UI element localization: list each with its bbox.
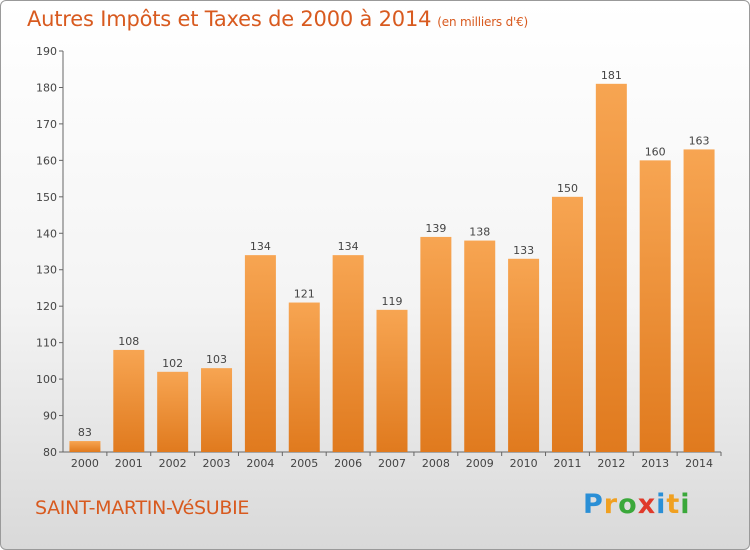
y-tick-label: 80 (43, 446, 57, 459)
logo-letter: P (583, 489, 604, 520)
data-label-2003: 103 (206, 353, 227, 366)
x-tick-label-2000: 2000 (71, 457, 99, 470)
y-tick-label: 120 (36, 300, 57, 313)
y-tick-label: 150 (36, 191, 57, 204)
y-tick-label: 170 (36, 118, 57, 131)
data-label-2012: 181 (601, 69, 622, 82)
bar-2013 (639, 160, 671, 452)
bar-2006 (332, 255, 364, 452)
x-tick-label-2013: 2013 (641, 457, 669, 470)
logo-letter: x (637, 489, 657, 520)
proxiti-logo: Proxiti (583, 489, 691, 520)
data-label-2006: 134 (338, 240, 359, 253)
commune-name: SAINT-MARTIN-VéSUBIE (35, 497, 250, 519)
y-tick-label: 160 (36, 154, 57, 167)
bar-2011 (551, 196, 583, 452)
x-tick-label-2010: 2010 (510, 457, 538, 470)
bar-2004 (244, 255, 276, 452)
logo-letter: i (656, 489, 667, 520)
x-tick-label-2003: 2003 (203, 457, 231, 470)
chart-title: Autres Impôts et Taxes de 2000 à 2014 (en… (27, 7, 528, 31)
x-tick-label-2005: 2005 (290, 457, 318, 470)
logo-letter: i (680, 489, 691, 520)
x-tick-label-2011: 2011 (553, 457, 581, 470)
x-tick-label-2004: 2004 (246, 457, 274, 470)
data-label-2005: 121 (294, 288, 315, 301)
axis-layer: 80 90 100 110 120 130 140 150 160 170 180 190 2000 20… (36, 45, 722, 470)
y-tick-label: 130 (36, 264, 57, 277)
data-label-2014: 163 (689, 134, 710, 147)
x-tick-label-2014: 2014 (685, 457, 713, 470)
y-tick-label: 140 (36, 227, 57, 240)
data-label-2001: 108 (118, 335, 139, 348)
bar-2005 (288, 302, 320, 452)
x-tick-label-2008: 2008 (422, 457, 450, 470)
y-tick-label: 190 (36, 45, 57, 58)
y-tick-label: 90 (43, 410, 57, 423)
bar-2014 (683, 149, 715, 452)
bar-2012 (595, 83, 627, 453)
bar-2002 (157, 371, 189, 452)
data-label-2007: 119 (382, 295, 403, 308)
data-label-2008: 139 (425, 222, 446, 235)
data-label-2002: 102 (162, 357, 183, 370)
bar-2001 (113, 349, 145, 452)
bar-2009 (464, 240, 496, 452)
bar-2007 (376, 309, 408, 452)
data-label-2004: 134 (250, 240, 271, 253)
bar-layer: 83 108 102 103 134 121 134 119 139 138 133 150 181 16… (69, 69, 715, 453)
bar-2008 (420, 236, 452, 452)
y-tick-label: 100 (36, 373, 57, 386)
data-label-2013: 160 (645, 145, 666, 158)
x-tick-label-2001: 2001 (115, 457, 143, 470)
y-tick-label: 110 (36, 337, 57, 350)
logo-letter: t (666, 489, 681, 520)
logo-letter: o (618, 489, 638, 520)
chart-unit: (en milliers d'€) (437, 15, 529, 29)
bar-2003 (201, 368, 233, 452)
data-label-2009: 138 (469, 226, 490, 239)
data-label-2011: 150 (557, 182, 578, 195)
x-tick-label-2009: 2009 (466, 457, 494, 470)
x-tick-label-2006: 2006 (334, 457, 362, 470)
bar-2000 (69, 441, 101, 452)
x-tick-label-2007: 2007 (378, 457, 406, 470)
logo-letter: r (603, 489, 619, 520)
x-tick-label-2002: 2002 (159, 457, 187, 470)
data-label-2010: 133 (513, 244, 534, 257)
y-tick-label: 180 (36, 81, 57, 94)
x-tick-label-2012: 2012 (597, 457, 625, 470)
chart-title-text: Autres Impôts et Taxes de 2000 à 2014 (27, 7, 432, 31)
bar-2010 (508, 258, 540, 452)
data-label-2000: 83 (78, 426, 92, 439)
